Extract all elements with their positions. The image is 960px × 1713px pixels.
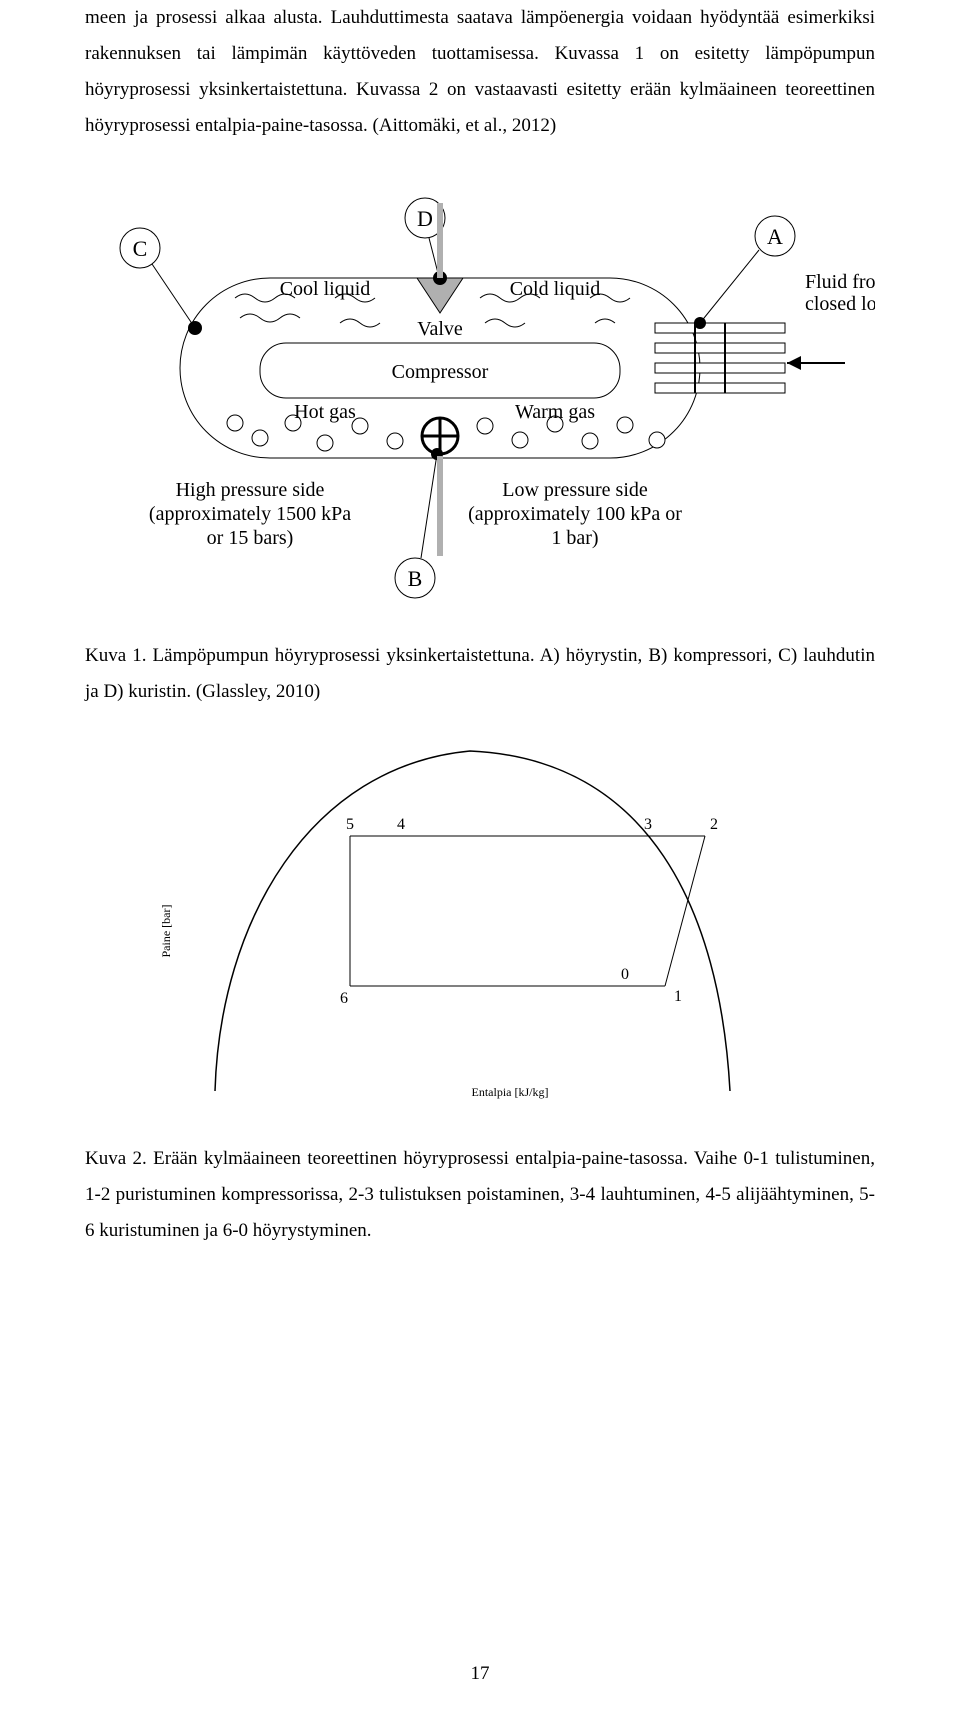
- pt5: 5: [346, 816, 354, 833]
- figure-2: 5 4 3 2 1 0 6 Paine [bar] Entalpia [kJ/k…: [85, 741, 875, 1111]
- label-valve: Valve: [417, 318, 463, 340]
- pt3: 3: [644, 816, 652, 833]
- label-hp3: or 15 bars): [207, 527, 294, 549]
- body-paragraph: meen ja prosessi alkaa alusta. Lauhdutti…: [85, 0, 875, 144]
- pt0: 0: [621, 966, 629, 983]
- label-lp1: Low pressure side: [502, 479, 648, 501]
- label-closed-loop: closed loop: [805, 293, 875, 315]
- label-compressor: Compressor: [392, 361, 489, 383]
- figure-1: Compressor Valve: [85, 178, 875, 608]
- x-axis-label: Entalpia [kJ/kg]: [472, 1085, 549, 1099]
- label-D: D: [417, 206, 433, 231]
- pt4: 4: [397, 816, 405, 833]
- ph-diagram: 5 4 3 2 1 0 6 Paine [bar] Entalpia [kJ/k…: [130, 741, 830, 1111]
- figure-2-caption: Kuva 2. Erään kylmäaineen teoreettinen h…: [85, 1141, 875, 1249]
- label-lp2: (approximately 100 kPa or: [468, 503, 682, 525]
- label-fluid-from: Fluid from: [805, 271, 875, 293]
- y-axis-label: Paine [bar]: [159, 904, 173, 957]
- heat-pump-diagram: Compressor Valve: [85, 178, 875, 608]
- label-B: B: [408, 566, 423, 591]
- label-hp1: High pressure side: [176, 479, 325, 501]
- label-cool-liquid: Cool liquid: [280, 278, 371, 300]
- label-hot-gas: Hot gas: [294, 401, 356, 423]
- label-hp2: (approximately 1500 kPa: [149, 503, 351, 525]
- label-C: C: [133, 236, 148, 261]
- page: meen ja prosessi alkaa alusta. Lauhdutti…: [0, 0, 960, 1713]
- page-number: 17: [0, 1663, 960, 1685]
- label-warm-gas: Warm gas: [515, 401, 595, 423]
- pt2: 2: [710, 816, 718, 833]
- label-A: A: [767, 224, 783, 249]
- pt6: 6: [340, 990, 348, 1007]
- label-cold-liquid: Cold liquid: [510, 278, 601, 300]
- label-lp3: 1 bar): [551, 527, 598, 549]
- pt1: 1: [674, 988, 682, 1005]
- figure-1-caption: Kuva 1. Lämpöpumpun höyryprosessi yksink…: [85, 638, 875, 710]
